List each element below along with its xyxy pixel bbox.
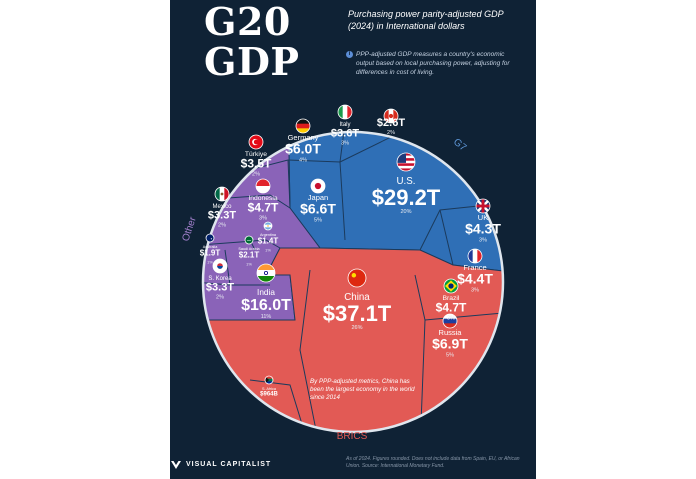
country-italy-value: $3.6T — [331, 127, 359, 139]
country-japan-value: $6.6T — [300, 200, 336, 216]
country-t-rkiye-value: $3.5T — [241, 156, 272, 170]
country-s-africa-name: S. Africa — [262, 387, 277, 391]
country-uk-value: $4.3T — [465, 220, 501, 236]
cell-border-other-3 — [203, 239, 281, 249]
country-italy-share: 3% — [341, 140, 349, 146]
france-flag-icon — [467, 248, 483, 264]
argentina-flag-icon — [263, 221, 273, 231]
mexico-flag-icon — [214, 186, 230, 202]
russia-flag-icon — [442, 313, 458, 329]
country-argentina-name: Argentina — [260, 233, 277, 237]
country-germany-share: 4% — [299, 157, 307, 163]
visual-capitalist-logo-icon — [171, 461, 181, 469]
cell-border-brics-1 — [299, 269, 321, 432]
country-uk-share: 3% — [479, 237, 487, 243]
uk-flag-icon — [475, 198, 491, 214]
country-u-s-name: U.S. — [397, 176, 416, 187]
country-u-s-share: 20% — [400, 209, 411, 215]
japan-flag-icon — [310, 178, 326, 194]
country-russia-share: 5% — [446, 352, 454, 358]
country-uk-name: UK — [478, 213, 488, 222]
infographic-poster: G20 GDP Purchasing power parity-adjusted… — [170, 0, 536, 479]
saudi-flag-icon — [244, 235, 254, 245]
italy-flag-icon — [337, 104, 353, 120]
germany-flag-icon — [295, 118, 311, 134]
brazil-flag-icon — [443, 278, 459, 294]
country-s-africa-value: $964B — [260, 392, 278, 398]
south-africa-flag-icon — [264, 375, 274, 385]
country-brazil-share: 3% — [447, 315, 455, 321]
country-australia-share: 1% — [207, 260, 213, 265]
country-mexico-value: $3.3T — [208, 209, 236, 221]
country-mexico-name: Mexico — [212, 204, 232, 210]
cell-border-other-5 — [203, 279, 231, 286]
voronoi-chart: G7BRICSOtherU.S.$29.2T20%Japan$6.6T5%Ger… — [181, 104, 505, 442]
country-china-name: China — [344, 292, 370, 303]
country-japan-share: 5% — [314, 217, 322, 223]
group-label-g7: G7 — [451, 137, 469, 154]
cell-border-g7-3 — [287, 159, 291, 209]
south-korea-flag-icon — [212, 258, 228, 274]
country-germany-value: $6.0T — [285, 140, 321, 156]
title-line-2: GDP — [204, 39, 300, 84]
country-india-value: $16.0T — [241, 297, 291, 314]
china-flag-icon — [347, 268, 367, 288]
title-line-1: G20 — [204, 0, 291, 44]
cell-border-g7-4 — [339, 161, 346, 241]
chart-container: G7 BRICS Other U.S. $29.2T 20% Japan $6.6T 5% Ger… — [170, 100, 536, 450]
us-flag-icon — [396, 152, 416, 172]
country-saudi-arabia-value: $2.1T — [239, 251, 260, 260]
info-icon: i — [346, 51, 353, 58]
country-france-value: $4.4T — [457, 270, 493, 286]
country-saudi-arabia-name: Saudi Arabia — [238, 247, 260, 251]
country-argentina-value: $1.4T — [258, 237, 279, 246]
brand-name: VISUAL CAPITALIST — [186, 460, 272, 468]
country-s-korea-value: $3.3T — [206, 281, 234, 293]
country-indonesia-name: Indonesia — [248, 195, 278, 202]
country-australia-value: $1.9T — [200, 249, 221, 258]
info-text: PPP-adjusted GDP measures a country's ec… — [356, 51, 510, 76]
subtitle: Purchasing power parity-adjusted GDP (20… — [348, 9, 504, 31]
canada-flag-icon — [383, 108, 399, 124]
country-germany-name: Germany — [288, 133, 319, 142]
brand-logo: VISUAL CAPITALIST — [170, 458, 271, 470]
country-indonesia-value: $4.7T — [248, 200, 279, 214]
country-italy-name: Italy — [339, 122, 350, 128]
country-indonesia-share: 3% — [259, 215, 267, 221]
country-russia-value: $6.9T — [432, 335, 468, 351]
chart-outline — [201, 130, 505, 434]
country-s-korea-name: S. Korea — [208, 276, 232, 282]
country-brazil-name: Brazil — [443, 295, 460, 302]
country-mexico-share: 2% — [218, 222, 226, 228]
country-argentina-share: 1% — [265, 248, 271, 253]
page-title: G20 GDP — [204, 2, 364, 82]
china-annotation: By PPP-adjusted metrics, China has been t… — [310, 378, 415, 401]
group-label-brics: BRICS — [337, 431, 368, 442]
country-t-rkiye-name: Türkiye — [245, 151, 267, 158]
group-label-other: Other — [181, 215, 199, 243]
country-japan-name: Japan — [308, 193, 328, 202]
turkiye-flag-icon — [248, 134, 264, 150]
indonesia-flag-icon — [255, 178, 271, 194]
footnote: As of 2024. Figures rounded. Does not in… — [346, 456, 520, 469]
india-flag-icon — [256, 263, 276, 283]
country-s-korea-share: 2% — [216, 294, 224, 300]
country-china-value: $37.1T — [323, 301, 392, 326]
country-u-s-value: $29.2T — [372, 185, 441, 210]
country-china-share: 26% — [351, 325, 362, 331]
cell-border-g7-7 — [394, 134, 503, 141]
country-australia-name: Australia — [203, 245, 219, 249]
country-brazil-value: $4.7T — [436, 300, 467, 314]
country-canada-share: 2% — [387, 130, 395, 136]
country-canada-value: $2.6T — [377, 117, 405, 129]
country-saudi-arabia-share: 1% — [246, 262, 252, 267]
cell-border-g7-6 — [439, 209, 454, 266]
australia-flag-icon — [205, 233, 215, 243]
country-india-name: India — [257, 288, 275, 297]
country-india-share: 11% — [261, 314, 272, 320]
country-t-rkiye-share: 2% — [252, 171, 260, 177]
country-france-share: 3% — [471, 287, 479, 293]
country-france-name: France — [463, 263, 486, 272]
country-russia-name: Russia — [439, 328, 463, 337]
